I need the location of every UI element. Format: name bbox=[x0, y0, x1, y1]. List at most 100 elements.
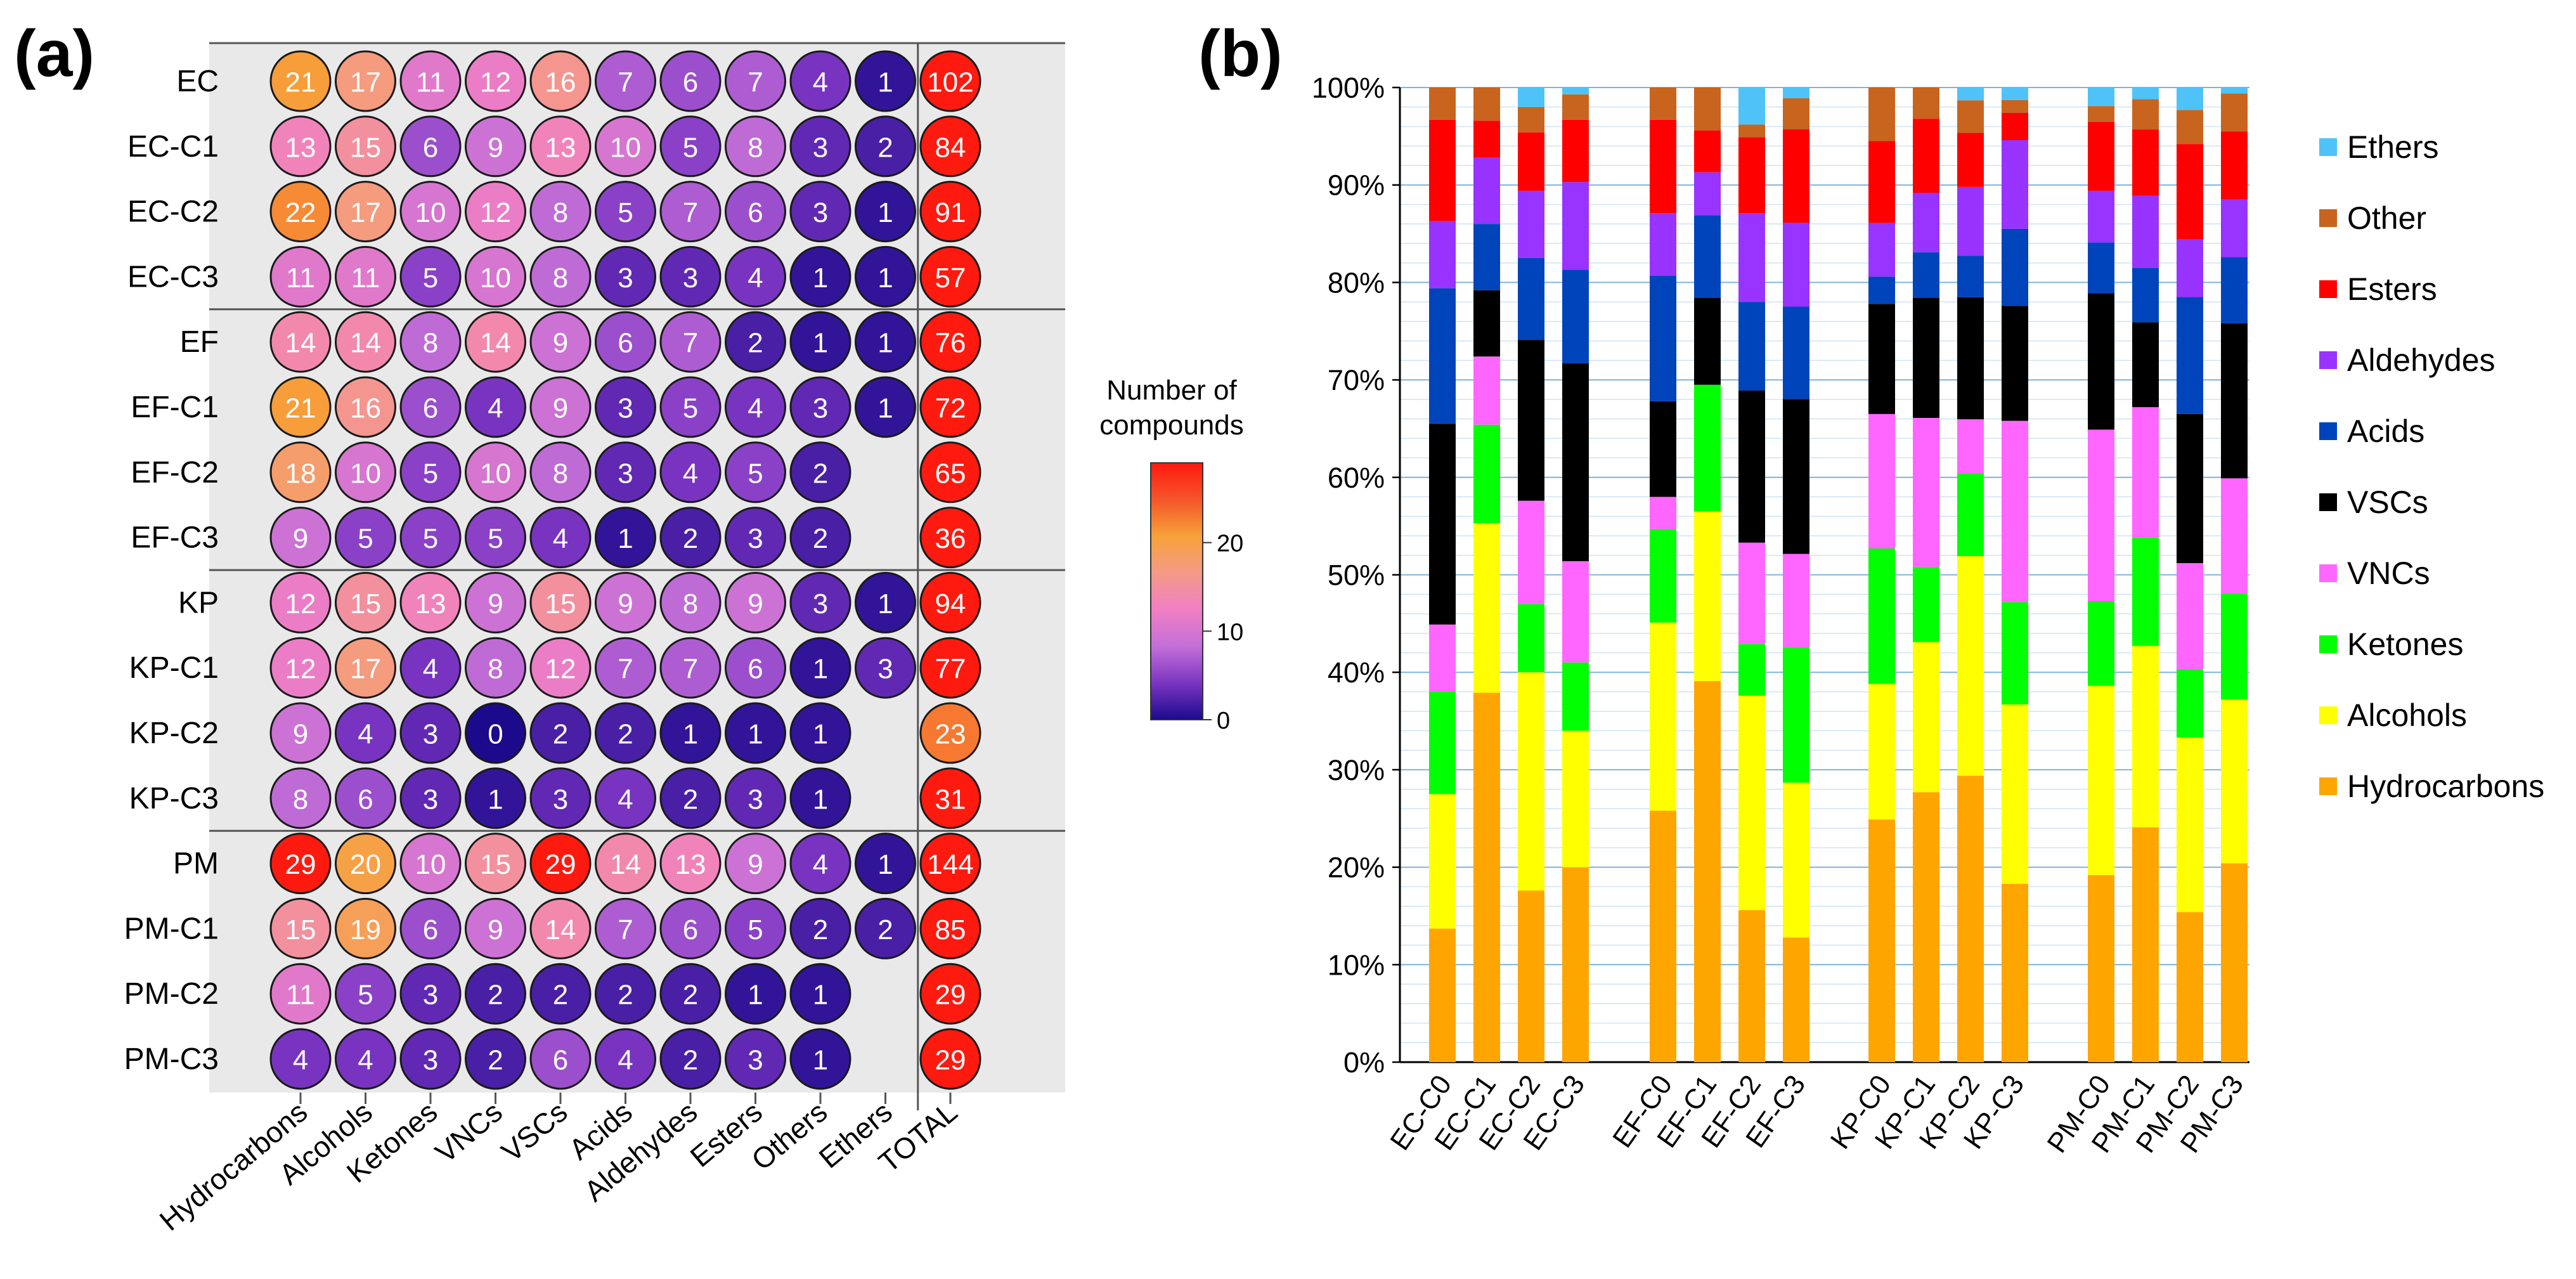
bubble-value: 94 bbox=[935, 588, 966, 620]
bar-segment-EC-C0-Aldehydes bbox=[1429, 221, 1456, 289]
bubble-KP-Others bbox=[789, 571, 851, 633]
bubble-EF-C1-Ethers bbox=[855, 376, 916, 438]
bubble-PM-C2-Others bbox=[789, 963, 851, 1025]
bar-segment-KP-C1-Hydrocarbons bbox=[1913, 792, 1939, 1062]
bubble-value: 15 bbox=[350, 588, 381, 620]
bubble-value: 3 bbox=[423, 1045, 438, 1076]
bubble-KP-C2-Ketones bbox=[399, 702, 462, 764]
bubble-EC-C2-VNCs bbox=[465, 181, 526, 243]
bubble-value: 14 bbox=[480, 328, 511, 359]
bubble-value: 13 bbox=[285, 132, 316, 163]
bubble-EC-C3-Ethers bbox=[855, 245, 916, 308]
bubble-PM-Ketones bbox=[399, 833, 462, 895]
bubble-value: 2 bbox=[553, 980, 568, 1011]
bubble-KP-C1-Esters bbox=[725, 637, 786, 699]
bubble-EC-C2-Ketones bbox=[399, 181, 462, 243]
heatmap-column-labels: HydrocarbonsAlcoholsKetonesVNCsVSCsAcids… bbox=[153, 1095, 964, 1237]
bubble-EC-C3-TOTAL bbox=[919, 245, 981, 308]
bubble-PM-C2-VSCs bbox=[529, 963, 592, 1025]
y-tick-label: 100% bbox=[1312, 72, 1385, 104]
legend-label: Ethers bbox=[2347, 129, 2439, 165]
bubble-value: 3 bbox=[683, 263, 698, 294]
row-label: EC-C2 bbox=[127, 195, 219, 229]
bar-segment-KP-C3-Ethers bbox=[2002, 88, 2028, 100]
bar-segment-EF-C1-Hydrocarbons bbox=[1694, 681, 1721, 1062]
bubble-EC-VNCs bbox=[465, 50, 526, 112]
row-label: EF-C3 bbox=[131, 521, 219, 555]
bubble-value: 6 bbox=[423, 393, 438, 424]
bubble-value: 16 bbox=[350, 393, 381, 424]
y-tick-label: 30% bbox=[1328, 754, 1385, 786]
bubble-value: 4 bbox=[813, 67, 828, 98]
bar-segment-EC-C2-Ethers bbox=[1518, 88, 1544, 107]
bubble-EC-C1-Alcohols bbox=[335, 115, 396, 178]
bar-segment-EC-C0-Alcohols bbox=[1429, 794, 1456, 929]
bubble-KP-C1-Acids bbox=[595, 637, 656, 699]
legend-label: Ketones bbox=[2347, 627, 2463, 662]
bubble-EF-VNCs bbox=[465, 311, 526, 373]
bar-segment-PM-C1-Other bbox=[2132, 99, 2159, 130]
bubble-PM-Acids bbox=[595, 833, 656, 895]
bubble-heatmap: EC EC-C1 EC-C2 EC-C3 EF EF-C1 EF-C2 EF-C3 KP KP-C… bbox=[124, 42, 1065, 1237]
bar-segment-EC-C3-Hydrocarbons bbox=[1562, 867, 1589, 1062]
bubble-EF-C1-Ketones bbox=[399, 376, 462, 438]
bubble-EF-VSCs bbox=[529, 311, 592, 373]
bubble-PM-C2-TOTAL bbox=[919, 963, 981, 1025]
bubble-value: 9 bbox=[293, 523, 308, 554]
bubble-value: 15 bbox=[545, 588, 576, 620]
bubble-EF-C3-Ketones bbox=[399, 507, 462, 569]
bar-segment-KP-C0-Hydrocarbons bbox=[1868, 819, 1895, 1062]
bubble-PM-C2-Esters bbox=[725, 963, 786, 1025]
bubble-PM-Others bbox=[789, 833, 851, 895]
bar-segment-EF-C0-VNCs bbox=[1650, 497, 1676, 529]
bubble-KP-C3-Ketones bbox=[399, 767, 462, 829]
bubble-value: 91 bbox=[935, 197, 966, 228]
bubble-value: 10 bbox=[415, 849, 446, 880]
bar-segment-KP-C2-Ethers bbox=[1957, 88, 1984, 101]
bubble-KP-C2-VSCs bbox=[529, 702, 592, 764]
bubble-value: 6 bbox=[423, 132, 438, 163]
bar-segment-EF-C3-Acids bbox=[1783, 306, 1809, 399]
y-tick-label: 20% bbox=[1328, 852, 1385, 884]
bar-segment-PM-C1-VSCs bbox=[2132, 322, 2159, 408]
bubble-PM-VSCs bbox=[529, 833, 592, 895]
bar-segment-EC-C2-VSCs bbox=[1518, 340, 1544, 501]
bar-segment-EC-C0-Hydrocarbons bbox=[1429, 928, 1456, 1062]
bubble-value: 13 bbox=[675, 849, 706, 880]
bubble-EF-C1-Aldehydes bbox=[659, 376, 722, 438]
bar-segment-EF-C2-Aldehydes bbox=[1738, 213, 1765, 302]
bubble-value: 2 bbox=[748, 328, 763, 359]
bar-segment-EF-C1-VSCs bbox=[1694, 297, 1721, 385]
bubble-PM-C3-VSCs bbox=[529, 1028, 592, 1090]
bar-segment-EF-C3-Hydrocarbons bbox=[1783, 937, 1809, 1062]
legend-swatch-Other bbox=[2319, 209, 2337, 227]
bubble-value: 2 bbox=[683, 980, 698, 1011]
bar-segment-EC-C2-Alcohols bbox=[1518, 672, 1544, 891]
bubble-value: 1 bbox=[813, 784, 828, 815]
bar-segment-EF-C2-Ethers bbox=[1738, 88, 1765, 125]
bubble-EC-C1-Others bbox=[789, 115, 851, 178]
bubble-KP-C3-TOTAL bbox=[919, 767, 981, 829]
bar-segment-PM-C2-VNCs bbox=[2177, 563, 2203, 670]
colorbar: Number of compounds 0 10 20 bbox=[1099, 375, 1243, 734]
bubble-value: 2 bbox=[877, 914, 893, 945]
bubble-PM-C3-Ketones bbox=[399, 1028, 462, 1090]
bubble-value: 1 bbox=[683, 719, 698, 750]
bar-segment-KP-C3-Other bbox=[2002, 100, 2028, 113]
bar-segment-EC-C3-Aldehydes bbox=[1562, 182, 1589, 270]
bubble-value: 102 bbox=[927, 67, 973, 98]
bubble-value: 29 bbox=[935, 980, 966, 1011]
legend-label: VSCs bbox=[2347, 484, 2428, 520]
bar-segment-PM-C3-Hydrocarbons bbox=[2221, 863, 2248, 1062]
bubble-value: 77 bbox=[935, 654, 966, 685]
y-tick-label: 60% bbox=[1328, 462, 1385, 494]
bubble-value: 5 bbox=[748, 458, 763, 489]
bubble-value: 12 bbox=[545, 654, 576, 685]
bubble-value: 8 bbox=[553, 197, 568, 228]
bubble-EC-Hydrocarbons bbox=[269, 50, 332, 112]
bubble-EC-VSCs bbox=[529, 50, 592, 112]
bar-segment-EF-C1-Acids bbox=[1694, 215, 1721, 298]
bar-segment-EC-C1-Acids bbox=[1473, 224, 1500, 290]
bubble-KP-C3-VNCs bbox=[465, 767, 526, 829]
